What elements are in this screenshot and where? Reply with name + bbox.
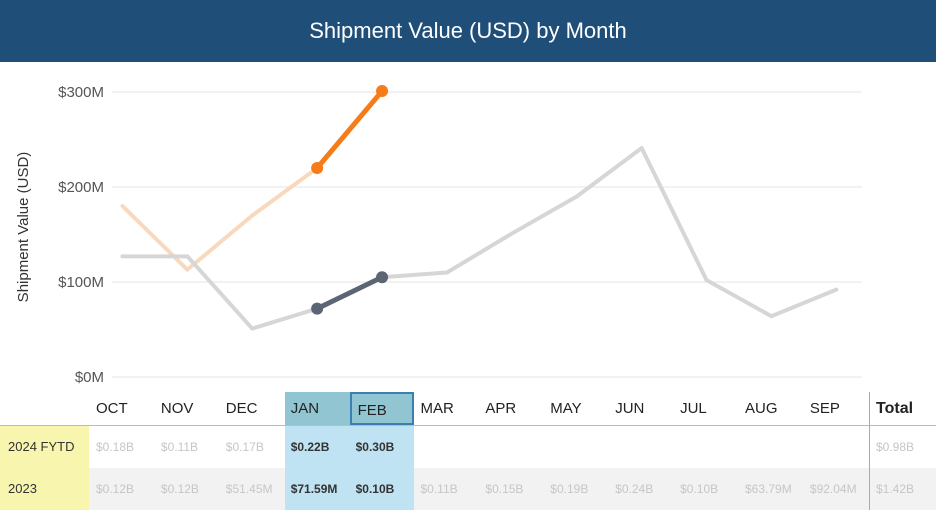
month-header-feb[interactable]: FEB [349,392,415,425]
month-header-nov[interactable]: NOV [160,400,194,417]
series-line-segment [380,270,449,280]
data-point[interactable] [311,162,324,174]
month-header-aug[interactable]: AUG [745,400,778,417]
table-cell: $0.12B [96,482,135,496]
series-line-segment [769,287,839,319]
table-cell: $0.17B [225,440,264,454]
series-line-segment [185,254,255,331]
table-cell: $0.18B [96,440,135,454]
series-line-segment [639,146,709,283]
total-divider [869,392,870,510]
y-tick-label: $300M [58,84,104,101]
table-cell [479,426,544,468]
table-cell: $63.79M [745,482,792,496]
table-row: 2024 FYTD $0.98B $0.18B $0.11B $0.17B $0.22… [0,426,936,468]
month-header-jan[interactable]: JAN [284,392,350,425]
table-cell: $71.59M [284,468,350,510]
y-axis-label: Shipment Value (USD) [15,152,32,303]
table-row: 2023 $1.42B $0.12B $0.12B $51.45M $71.59M $0… [0,468,936,510]
y-tick-label: $100M [58,274,104,291]
series-line-segment [250,306,320,331]
table-cell: $0.11B [160,440,199,454]
month-header-row: Total OCT NOV DEC JAN FEB MAR APR MAY JUN JUL AUG S… [0,392,936,426]
series-line-segment [185,213,255,272]
table-cell [609,426,674,468]
data-point[interactable] [376,85,389,98]
table-cell: $0.19B [550,482,589,496]
table-cell [804,426,869,468]
table-cell [739,426,804,468]
row-total: $0.98B [876,440,915,454]
total-header: Total [876,400,914,417]
table-cell: $0.15B [485,482,524,496]
table-cell: $92.04M [809,482,857,496]
series-line-segment [120,204,190,272]
table-cell: $0.30B [349,426,415,468]
row-label: 2023 [0,468,89,510]
row-label: 2024 FYTD [0,426,89,468]
table-cell: $0.12B [160,482,199,496]
series-line-segment [574,146,644,199]
month-header-jun[interactable]: JUN [615,400,645,417]
month-header-may[interactable]: MAY [550,400,582,417]
table-cell: $0.22B [284,426,350,468]
table-cell: $0.11B [420,482,458,496]
y-tick-label: $200M [58,179,104,196]
data-table: Total OCT NOV DEC JAN FEB MAR APR MAY JUN JUL AUG S… [0,392,936,510]
y-tick-label: $0M [75,369,104,386]
chart-title: Shipment Value (USD) by Month [309,18,627,43]
series-line-segment [509,194,579,236]
series-line-segment [250,166,320,218]
series-line-segment [314,274,385,312]
row-total: $1.42B [876,482,915,496]
month-header-oct[interactable]: OCT [96,400,128,417]
line-chart: $0M $100M $200M $300M Shipment Value (USD) [15,84,862,386]
month-header-apr[interactable]: APR [485,400,517,417]
table-cell [544,426,609,468]
month-header-jul[interactable]: JUL [680,400,707,417]
table-cell: $0.10B [680,482,719,496]
data-point[interactable] [376,271,389,284]
table-cell: $0.24B [615,482,654,496]
month-header-mar[interactable]: MAR [420,400,454,417]
month-header-dec[interactable]: DEC [225,400,258,417]
table-cell: $0.10B [349,468,415,510]
table-cell [415,426,480,468]
series-line-segment [314,88,385,171]
series-line-segment [444,231,514,275]
table-cell: $51.45M [225,482,273,496]
month-header-sep[interactable]: SEP [809,400,840,417]
chart-header: Shipment Value (USD) by Month [0,0,936,62]
series-line-segment [704,278,774,319]
data-point[interactable] [311,302,324,315]
table-cell [674,426,739,468]
